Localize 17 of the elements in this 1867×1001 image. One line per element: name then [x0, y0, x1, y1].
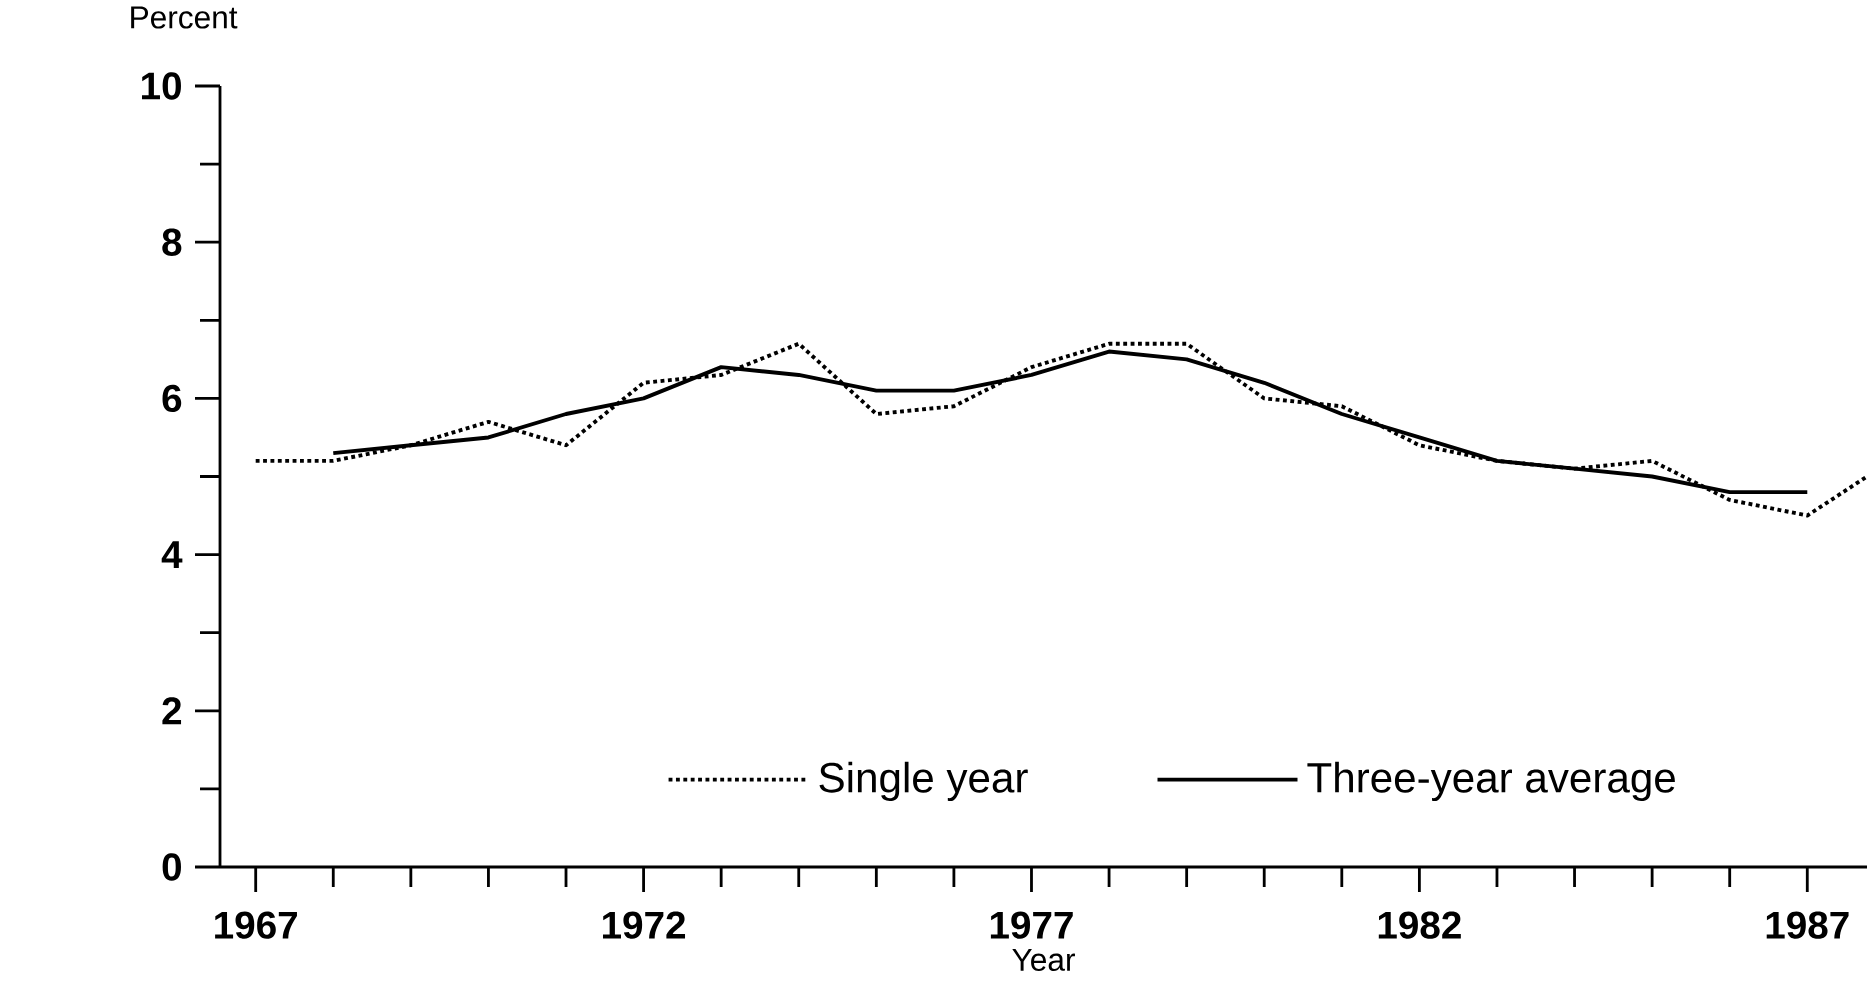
y-tick-label: 4 — [161, 541, 183, 568]
x-tick-label: 1972 — [603, 911, 686, 939]
y-axis-title: Percent — [131, 6, 238, 29]
legend-label: Single year — [819, 761, 1028, 802]
x-axis-title: Year — [1012, 948, 1075, 971]
x-tick-label: 1977 — [990, 911, 1073, 939]
x-tick-label: 1987 — [1766, 911, 1849, 939]
y-tick-label: 0 — [162, 853, 181, 881]
line-series — [331, 349, 1810, 495]
x-tick-label: 1982 — [1378, 911, 1461, 939]
y-tick-label: 10 — [142, 72, 181, 100]
y-tick-label: 8 — [162, 228, 182, 256]
y-tick-label: 6 — [162, 384, 182, 413]
line-series — [253, 341, 1867, 518]
y-tick-label: 2 — [162, 697, 182, 725]
legend-label: Three-year average — [1307, 761, 1675, 802]
x-tick-label: 1967 — [215, 911, 297, 939]
